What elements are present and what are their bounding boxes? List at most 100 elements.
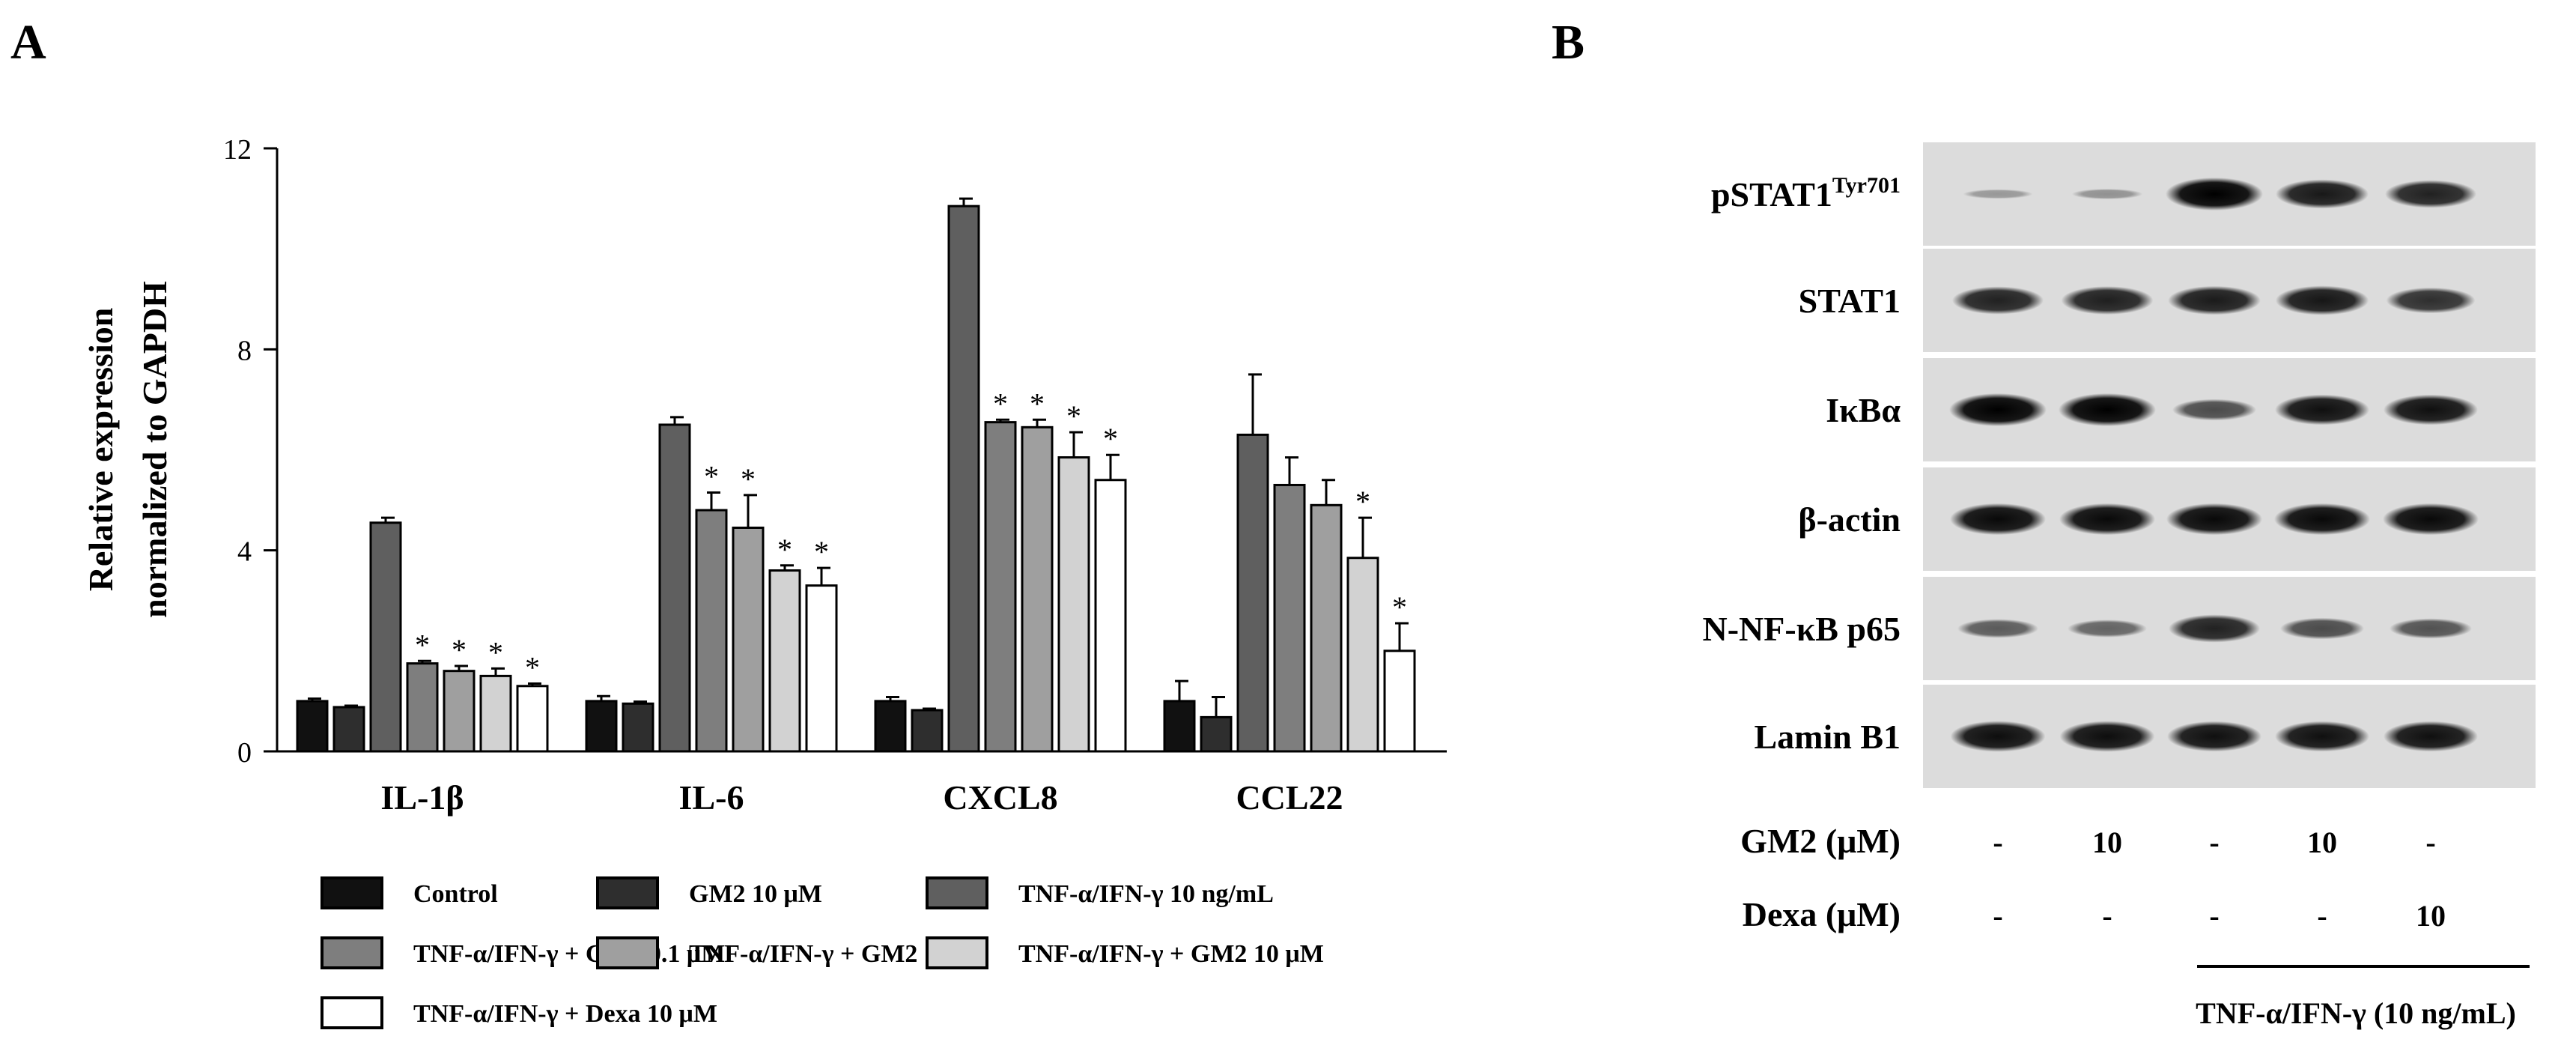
legend-label: Control (413, 880, 498, 908)
x-tick-label: IL-1β (380, 778, 464, 817)
blot-band (2275, 285, 2369, 315)
bar (585, 700, 618, 753)
blot-band (1949, 393, 2047, 426)
legend: Control GM2 10 μM TNF-α/IFN-γ 10 ng/mL TNF-… (321, 876, 1324, 1029)
blot-band (2059, 721, 2155, 752)
bar (874, 700, 907, 753)
significance-marker: * (488, 635, 503, 669)
y-tick-label: 12 (223, 134, 252, 166)
blot-band (2166, 178, 2263, 211)
bar (911, 709, 944, 753)
legend-swatch (321, 876, 383, 909)
bar (805, 584, 838, 753)
blot-band (1957, 619, 2038, 638)
bar (732, 526, 765, 753)
bar (516, 685, 549, 753)
significance-marker: * (1103, 422, 1118, 455)
bars: * * * * * * * * * * * * * * (296, 197, 1416, 753)
blot-band (2384, 721, 2478, 752)
y-axis-label-line: Relative expression (82, 308, 120, 592)
significance-marker: * (777, 533, 792, 566)
y-axis-label-line: normalized to GAPDH (136, 281, 174, 618)
blot-band (1950, 721, 2046, 752)
blot-band (1963, 189, 2033, 199)
blot-band (2059, 393, 2156, 426)
bar-chart: Relative expression normalized to GAPDH 0… (82, 134, 1447, 1029)
bar (947, 205, 980, 753)
blot-band (2167, 721, 2261, 752)
blot-band (2168, 285, 2261, 315)
western-blot: pSTAT1Tyr701 STAT1 IκBα β-actin N-NF-κB p65 L… (1703, 142, 2536, 1030)
bar (332, 706, 365, 753)
blot-row-label: STAT1 (1799, 282, 1901, 320)
panel-letter-a: A (10, 15, 46, 70)
bar (1236, 433, 1269, 753)
blot-row-label: pSTAT1Tyr701 (1711, 173, 1901, 213)
legend-swatch (596, 876, 659, 909)
blot-band (1952, 286, 2044, 315)
y-axis: 0 4 8 12 (223, 134, 279, 769)
legend-swatch (321, 996, 383, 1029)
legend-label: TNF-α/IFN-γ 10 ng/mL (1018, 880, 1274, 908)
blot-band (2276, 179, 2369, 209)
bar (1057, 456, 1090, 753)
x-tick-label: CXCL8 (943, 778, 1057, 817)
y-tick-label: 4 (237, 536, 252, 568)
blot-row-label: β-actin (1798, 500, 1901, 539)
bar (1163, 700, 1196, 753)
blot-band (2383, 503, 2479, 536)
blot-row-label: Lamin B1 (1754, 718, 1901, 756)
bar (406, 662, 439, 753)
significance-marker: * (1355, 485, 1370, 518)
significance-marker: * (1030, 387, 1045, 420)
significance-marker: * (525, 650, 540, 684)
blot-band (1950, 503, 2046, 536)
condition-value: - (1993, 899, 2002, 933)
bar (1346, 557, 1379, 753)
condition-label: GM2 (μM) (1740, 822, 1901, 860)
significance-marker: * (1392, 590, 1407, 624)
condition-value: 10 (2307, 826, 2337, 859)
condition-value: - (2317, 899, 2327, 933)
bar (296, 700, 329, 753)
legend-label: TNF-α/IFN-γ + Dexa 10 μM (413, 1000, 717, 1028)
panel-letter-b: B (1552, 15, 1585, 70)
bar (1094, 479, 1127, 753)
significance-marker: * (741, 462, 756, 496)
blot-band (2061, 286, 2154, 315)
bar (1273, 483, 1306, 753)
blot-band (2169, 614, 2260, 643)
significance-marker: * (452, 633, 467, 667)
condition-value: - (2102, 899, 2112, 933)
x-axis: IL-1β IL-6 CXCL8 CCL22 (277, 750, 1447, 817)
condition-value: - (2425, 826, 2435, 859)
x-tick-label: CCL22 (1236, 778, 1343, 817)
bar (984, 421, 1017, 753)
blot-band (2166, 503, 2262, 536)
blot-band (2274, 503, 2370, 536)
significance-marker: * (704, 460, 719, 494)
blot-band (2172, 399, 2256, 421)
y-axis-label: Relative expression normalized to GAPDH (82, 281, 174, 618)
bar (622, 702, 654, 753)
blot-band (2386, 287, 2476, 314)
bar (369, 521, 402, 753)
bar (768, 569, 801, 753)
blot-band (2280, 617, 2364, 640)
blot-band (2059, 503, 2155, 536)
bar (1383, 649, 1416, 753)
legend-swatch (321, 936, 383, 969)
bar (1200, 715, 1233, 753)
legend-label: TNF-α/IFN-γ + GM2 0.1 μM (413, 940, 725, 968)
condition-value: - (1993, 826, 2002, 859)
significance-marker: * (415, 628, 430, 661)
blot-band (2385, 180, 2476, 208)
y-tick-label: 0 (237, 737, 252, 769)
condition-value: 10 (2416, 899, 2446, 933)
y-tick-label: 8 (237, 335, 252, 366)
significance-marker: * (814, 535, 829, 569)
legend-label: GM2 10 μM (689, 880, 822, 908)
blot-row-label: N-NF-κB p65 (1703, 610, 1901, 648)
condition-value: 10 (2092, 826, 2122, 859)
blot-band (2275, 721, 2369, 752)
